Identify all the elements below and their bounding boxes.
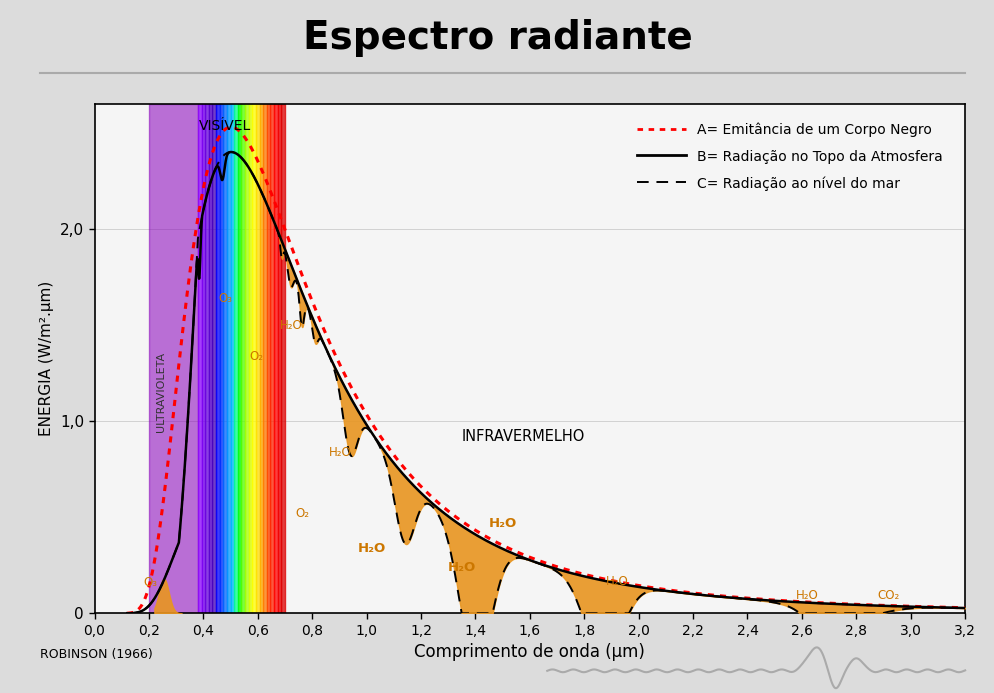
Text: H₂O: H₂O	[605, 575, 627, 588]
Bar	[216, 104, 220, 613]
X-axis label: Comprimento de onda (μm): Comprimento de onda (μm)	[414, 643, 645, 661]
Bar	[270, 104, 273, 613]
Text: ULTRAVIOLETA: ULTRAVIOLETA	[156, 352, 166, 432]
Bar	[202, 104, 205, 613]
Bar	[205, 104, 209, 613]
Bar	[238, 104, 242, 613]
Text: CO₂: CO₂	[877, 589, 900, 602]
Text: Espectro radiante: Espectro radiante	[302, 19, 692, 57]
Bar	[259, 104, 263, 613]
Y-axis label: ENERGIA (W/m².μm): ENERGIA (W/m².μm)	[40, 281, 55, 437]
Bar	[149, 104, 198, 613]
Bar	[234, 104, 238, 613]
Bar	[220, 104, 223, 613]
Bar	[277, 104, 281, 613]
Bar	[198, 104, 202, 613]
Text: H₂O: H₂O	[358, 542, 386, 555]
Bar	[273, 104, 277, 613]
Text: O₂: O₂	[295, 507, 309, 520]
Text: H₂O: H₂O	[328, 446, 351, 459]
Bar	[252, 104, 255, 613]
Text: VISÍVEL: VISÍVEL	[199, 119, 251, 133]
Bar	[242, 104, 245, 613]
Text: ROBINSON (1966): ROBINSON (1966)	[40, 649, 152, 661]
Bar	[266, 104, 270, 613]
Bar	[255, 104, 259, 613]
Bar	[227, 104, 231, 613]
Bar	[248, 104, 252, 613]
Bar	[231, 104, 234, 613]
Text: H₂O: H₂O	[795, 589, 818, 602]
Text: O₃: O₃	[218, 292, 232, 305]
Text: H₂O: H₂O	[279, 319, 302, 332]
Text: H₂O: H₂O	[447, 561, 475, 574]
Text: O₂: O₂	[249, 349, 263, 362]
Bar	[209, 104, 212, 613]
Bar	[245, 104, 248, 613]
Bar	[281, 104, 284, 613]
Bar	[212, 104, 216, 613]
Text: H₂O: H₂O	[488, 517, 516, 530]
Text: INFRAVERMELHO: INFRAVERMELHO	[461, 429, 584, 444]
Text: O₃: O₃	[143, 577, 157, 589]
Legend: A= Emitância de um Corpo Negro, B= Radiação no Topo da Atmosfera, C= Radiação ao: A= Emitância de um Corpo Negro, B= Radia…	[629, 116, 948, 198]
Bar	[263, 104, 266, 613]
Bar	[223, 104, 227, 613]
